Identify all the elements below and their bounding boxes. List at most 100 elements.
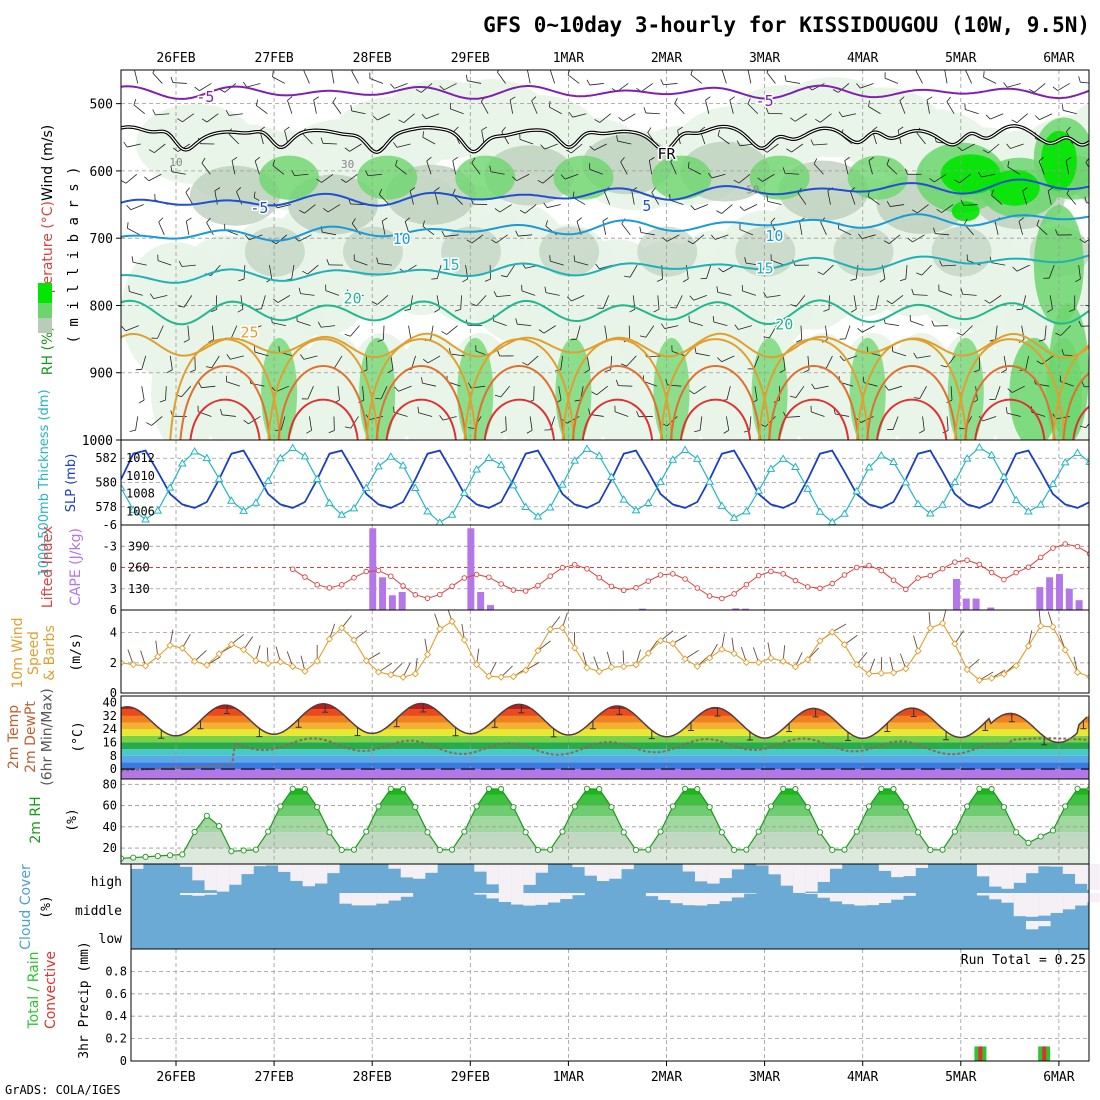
cape-bar — [1065, 588, 1073, 610]
wind-speed-marker — [301, 667, 309, 675]
rh-marker — [718, 829, 725, 836]
wind-barb — [670, 161, 677, 175]
wind-barb — [886, 164, 898, 175]
wind-barb — [201, 162, 211, 175]
wind-barb — [421, 377, 423, 384]
wind-barb — [189, 369, 196, 373]
top-date-label: 3MAR — [749, 51, 780, 66]
wind-speed-marker — [509, 672, 518, 681]
wind-barb — [884, 385, 889, 391]
wind-barb — [813, 158, 818, 165]
isotherm-30 — [385, 398, 457, 440]
lifted-index-marker — [289, 566, 296, 572]
wind-barb — [127, 222, 129, 229]
wind-barb — [1018, 221, 1024, 235]
wind-barb — [182, 113, 195, 123]
wind-barb — [1007, 166, 1020, 175]
wind-barb — [529, 416, 533, 431]
wind-barb — [501, 131, 509, 145]
lifted-axis-title: Lifted Index — [40, 526, 56, 608]
thickness-marker — [717, 501, 727, 509]
wind-barb — [1088, 351, 1089, 352]
cloud-clear-block — [707, 864, 720, 884]
wind-barb — [789, 395, 796, 399]
lifted-index-marker — [964, 557, 970, 563]
isotherm-label: 10 — [765, 227, 783, 245]
temp-band — [121, 715, 1089, 723]
cloud-clear-block — [474, 893, 487, 895]
wind-barb — [784, 75, 787, 82]
lifted-index-marker — [792, 577, 799, 584]
slp-axis-label: SLP (mb) — [64, 454, 79, 513]
wind-barb — [159, 399, 166, 403]
wind-barb — [165, 386, 167, 401]
rh-marker — [399, 786, 407, 793]
cape-bar — [388, 595, 396, 610]
wind-barb — [639, 335, 646, 338]
wind-barb — [960, 288, 964, 295]
wind-barb — [398, 385, 412, 392]
rh-marker — [326, 829, 333, 836]
wind-barb — [571, 143, 583, 154]
isotherm-30 — [1072, 405, 1089, 440]
wind-barb — [426, 156, 432, 162]
wind-barb — [721, 204, 733, 214]
cloud-clear-block — [204, 893, 217, 895]
wind-barb — [684, 650, 699, 660]
top-date-label: 29FEB — [451, 51, 490, 66]
wind-barb — [364, 170, 369, 176]
temp-tick-label: 0 — [110, 762, 117, 776]
wind-barb — [950, 386, 953, 401]
precip-tick-label: 0.2 — [105, 1032, 127, 1046]
thickness-marker — [521, 502, 531, 511]
wind-barb — [121, 179, 127, 184]
cloud-clear-block — [253, 864, 266, 867]
wind-barb — [394, 386, 399, 392]
wind-barb — [868, 156, 874, 162]
wind-barb — [736, 140, 741, 147]
isotherm-25 — [856, 338, 968, 440]
isotherm-27 — [277, 364, 369, 440]
wind-barb — [940, 364, 947, 368]
ytick-label: 800 — [90, 299, 113, 314]
rh-marker — [338, 846, 345, 853]
wind-barb — [602, 217, 609, 222]
thickness-marker — [815, 507, 825, 515]
wind-barb — [860, 83, 874, 89]
wind-barb — [470, 303, 477, 307]
temp-axis-label-line: (6hr Min/Max) — [40, 688, 56, 785]
wind-barb — [884, 77, 899, 84]
temp-band — [121, 729, 1089, 736]
wind-barb — [404, 308, 411, 311]
wind-barb — [693, 385, 707, 395]
wind-barb — [995, 386, 1001, 400]
lifted-index-marker — [657, 572, 664, 578]
rh-marker — [203, 812, 210, 819]
rh-marker — [289, 785, 296, 792]
wind-barb — [1007, 388, 1013, 393]
wind-barb — [574, 261, 589, 266]
wind-barb — [300, 293, 315, 296]
rh-marker — [534, 846, 541, 853]
wind-barb — [476, 295, 487, 307]
thickness-marker — [263, 476, 273, 484]
wind-barb — [594, 119, 601, 123]
rh-tick-label: 80 — [103, 777, 117, 791]
wind-barb — [1049, 295, 1053, 310]
lifted-index-marker — [878, 567, 885, 574]
ytick-label: 1000 — [82, 434, 113, 449]
wind-barb — [935, 233, 950, 236]
wind-barb — [244, 234, 250, 240]
rh-marker — [510, 804, 517, 811]
cloud-clear-block — [498, 864, 512, 893]
wind-barb — [572, 113, 587, 118]
cloud-unit-title: (%) — [39, 895, 54, 918]
wind-barb — [977, 171, 982, 178]
wind-barb — [450, 353, 465, 357]
wind-barb — [297, 320, 311, 327]
cloud-clear-block — [1062, 864, 1076, 874]
top-date-label: 27FEB — [255, 51, 294, 66]
lifted-index-marker — [694, 585, 701, 591]
cloud-clear-block — [425, 864, 438, 873]
isotherm-27 — [768, 364, 860, 440]
